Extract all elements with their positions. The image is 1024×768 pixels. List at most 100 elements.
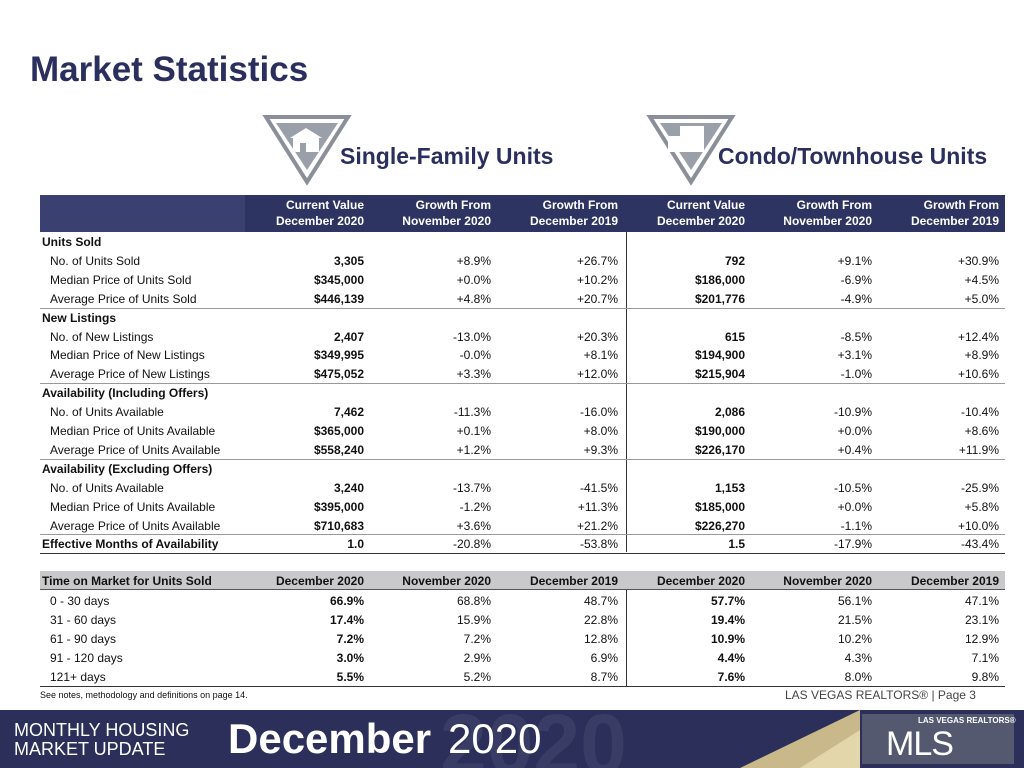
column-header: December 2019 — [910, 214, 999, 228]
cell: +8.9% — [456, 253, 491, 268]
column-header: Current Value — [666, 198, 745, 212]
cell: $365,000 — [313, 424, 364, 438]
cell: +0.4% — [837, 442, 872, 457]
cell: +5.0% — [964, 291, 999, 306]
row-label: Median Price of Units Available — [50, 424, 216, 438]
column-header: December 2020 — [656, 574, 745, 588]
footer-month: December — [228, 715, 432, 762]
row-label: Median Price of Units Sold — [50, 272, 192, 287]
cell: 10.2% — [837, 632, 872, 646]
cell: +12.0% — [576, 367, 618, 382]
cell: 23.1% — [964, 613, 999, 627]
cell: $345,000 — [313, 272, 364, 287]
group-label: New Listings — [42, 310, 117, 325]
watermark: 2020 — [440, 710, 627, 768]
time-header-band — [40, 571, 1005, 590]
cell: $395,000 — [313, 499, 364, 514]
column-header: November 2020 — [783, 214, 872, 228]
page-label: LAS VEGAS REALTORS® | Page 3 — [785, 688, 976, 702]
footer-year: 2020 — [448, 715, 542, 762]
cell: -20.8% — [452, 537, 491, 552]
cell: -43.4% — [960, 537, 999, 552]
row-label: Average Price of Units Sold — [50, 291, 197, 306]
house-icon — [262, 115, 352, 186]
cell: +4.8% — [456, 291, 491, 306]
cell: +3.1% — [837, 348, 872, 363]
cell: 22.8% — [583, 613, 618, 627]
cell: -8.5% — [840, 329, 872, 344]
cell: -11.3% — [453, 405, 491, 420]
cell: -1.0% — [840, 367, 872, 382]
cell: -4.9% — [840, 291, 872, 306]
column-header: December 2020 — [656, 214, 745, 228]
cell: -10.9% — [833, 405, 872, 420]
cell: +21.2% — [576, 518, 618, 533]
row-label: No. of Units Available — [50, 405, 164, 420]
cell: +11.3% — [577, 499, 618, 514]
footer-line: MARKET UPDATE — [14, 739, 166, 759]
cell: 6.9% — [590, 651, 618, 665]
table-header-corner — [40, 195, 245, 232]
column-header: Growth From — [796, 198, 872, 212]
cell: -10.4% — [960, 405, 999, 420]
cell: $226,270 — [694, 518, 745, 533]
column-header: December 2020 — [275, 214, 364, 228]
cell: 615 — [724, 329, 745, 344]
column-divider — [626, 232, 627, 552]
cell: $446,139 — [313, 291, 364, 306]
cell: 9.8% — [971, 670, 999, 684]
section-heading: Single-Family Units — [340, 143, 554, 169]
cell: +10.6% — [957, 367, 999, 382]
footer-decoration — [740, 710, 1014, 768]
cell: 12.9% — [964, 632, 999, 646]
cell: -0.0% — [459, 348, 491, 363]
column-header: December 2019 — [529, 574, 618, 588]
rule — [40, 459, 1005, 460]
cell: $201,776 — [694, 291, 745, 306]
cell: 1,153 — [714, 480, 745, 495]
cell: 19.4% — [710, 613, 745, 627]
cell: $226,170 — [694, 442, 745, 457]
cell: -1.2% — [459, 499, 491, 514]
cell: 57.7% — [710, 594, 745, 608]
cell: $186,000 — [694, 272, 745, 287]
cell: +26.7% — [576, 253, 618, 268]
cell: -1.1% — [840, 518, 872, 533]
time-header-label: Time on Market for Units Sold — [42, 574, 212, 588]
row-label: Average Price of Units Available — [50, 442, 221, 457]
cell: $710,683 — [313, 518, 364, 533]
cell: +1.2% — [456, 442, 491, 457]
column-header: December 2019 — [910, 574, 999, 588]
row-label: Median Price of Units Available — [50, 499, 216, 514]
row-label: 121+ days — [50, 670, 106, 684]
cell: -25.9% — [960, 480, 999, 495]
column-header: Growth From — [542, 198, 618, 212]
cell: 3.0% — [336, 651, 364, 665]
cell: 4.3% — [844, 651, 872, 665]
cell: +0.1% — [456, 424, 491, 438]
column-header: November 2020 — [783, 574, 872, 588]
cell: 2.9% — [463, 651, 491, 665]
group-label: Availability (Including Offers) — [42, 386, 209, 401]
rule — [40, 553, 1005, 554]
footer-line: MONTHLY HOUSING — [14, 720, 190, 740]
cell: 12.8% — [583, 632, 618, 646]
cell: 8.0% — [844, 670, 872, 684]
cell: 1.5 — [728, 537, 745, 552]
cell: 3,240 — [333, 480, 364, 495]
cell: +8.6% — [964, 424, 999, 438]
cell: +10.2% — [576, 272, 618, 287]
column-header: Current Value — [285, 198, 364, 212]
cell: +0.0% — [456, 272, 491, 287]
rule — [40, 534, 1005, 535]
rule — [40, 686, 1005, 687]
cell: -10.5% — [833, 480, 872, 495]
cell: 7.2% — [336, 632, 364, 646]
cell: +4.5% — [964, 272, 999, 287]
cell: +8.0% — [583, 424, 618, 438]
cell: $558,240 — [313, 442, 364, 457]
logo-mark: MLS — [886, 725, 954, 763]
cell: +8.9% — [964, 348, 999, 363]
cell: 68.8% — [456, 594, 491, 608]
